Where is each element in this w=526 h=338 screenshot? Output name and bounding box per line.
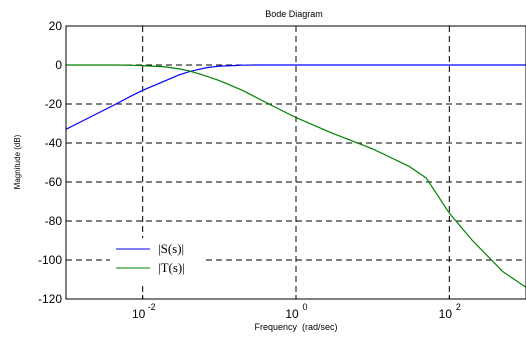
x-tick-label: 10 <box>132 307 146 321</box>
x-tick-exponent: 2 <box>456 302 461 312</box>
legend-box <box>110 238 204 282</box>
y-axis-label: Magnitude (dB) <box>13 134 22 189</box>
chart-title: Bode Diagram <box>265 9 323 19</box>
x-tick-exponent: -2 <box>148 302 156 312</box>
y-tick-label: -120 <box>38 292 62 306</box>
y-tick-label: -100 <box>38 253 62 267</box>
y-tick-label: -40 <box>45 136 63 150</box>
x-tick-label: 10 <box>285 307 299 321</box>
x-axis-label: Frequency (rad/sec) <box>254 322 337 332</box>
y-axis-ticks: 20 0 -20 -40 -60 -80 -100 -120 <box>38 19 70 306</box>
series-line-t <box>66 64 526 288</box>
y-tick-label: -80 <box>45 214 63 228</box>
legend-label-t: |T(s)| <box>158 260 185 275</box>
series-lines <box>65 64 526 288</box>
series-line-s <box>65 64 526 130</box>
y-tick-label: 20 <box>49 19 63 33</box>
plot-border <box>65 25 526 300</box>
legend: |S(s)| |T(s)| <box>110 238 204 282</box>
y-tick-label: -20 <box>45 97 63 111</box>
x-tick-label: 10 <box>439 307 453 321</box>
x-axis-ticks: 10 -2 10 0 10 2 <box>132 295 461 321</box>
grid <box>66 26 526 299</box>
y-tick-label: 0 <box>55 58 62 72</box>
legend-label-s: |S(s)| <box>158 241 184 256</box>
x-tick-exponent: 0 <box>302 302 307 312</box>
y-tick-label: -60 <box>45 175 63 189</box>
